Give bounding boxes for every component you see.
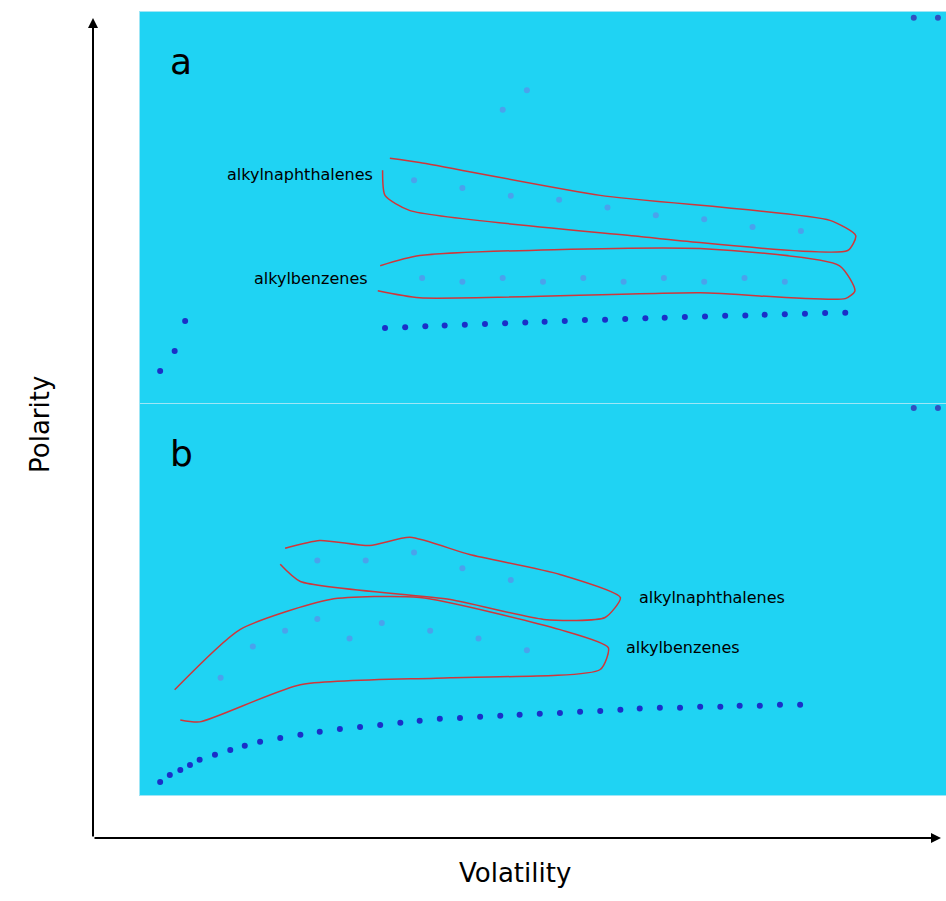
svg-text:a: a: [170, 41, 192, 82]
svg-text:alkylnaphthalenes: alkylnaphthalenes: [639, 588, 785, 607]
svg-text:alkylbenzenes: alkylbenzenes: [254, 269, 368, 288]
svg-text:alkylnaphthalenes: alkylnaphthalenes: [227, 165, 373, 184]
svg-text:Volatility: Volatility: [459, 858, 571, 888]
svg-text:b: b: [170, 433, 193, 474]
svg-text:alkylbenzenes: alkylbenzenes: [626, 638, 740, 657]
svg-text:Polarity: Polarity: [25, 376, 55, 473]
